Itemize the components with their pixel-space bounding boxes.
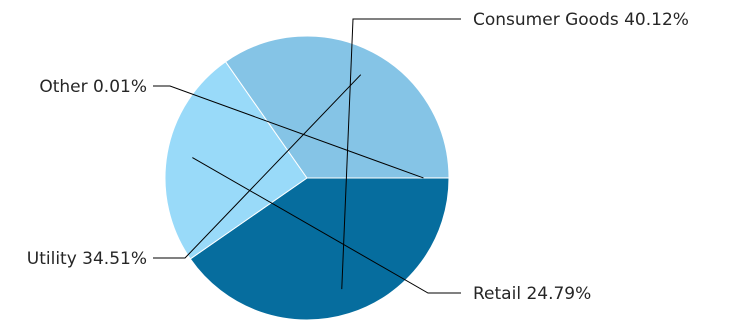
pie-slice-consumer-goods: [189, 177, 450, 321]
leader-line-other: [153, 85, 424, 179]
slice-label-consumer-goods: Consumer Goods 40.12%: [473, 10, 689, 30]
slice-label-utility: Utility 34.51%: [27, 249, 147, 269]
slice-label-other: Other 0.01%: [39, 77, 147, 97]
pie-slices: [164, 35, 450, 321]
pie-slice-retail: [164, 60, 308, 260]
pie-slice-utility: [224, 35, 450, 179]
leader-lines: [153, 18, 461, 294]
leader-line-retail: [192, 157, 461, 294]
slice-label-retail: Retail 24.79%: [473, 284, 591, 304]
leader-line-utility: [153, 74, 362, 259]
leader-line-consumer-goods: [341, 18, 461, 290]
